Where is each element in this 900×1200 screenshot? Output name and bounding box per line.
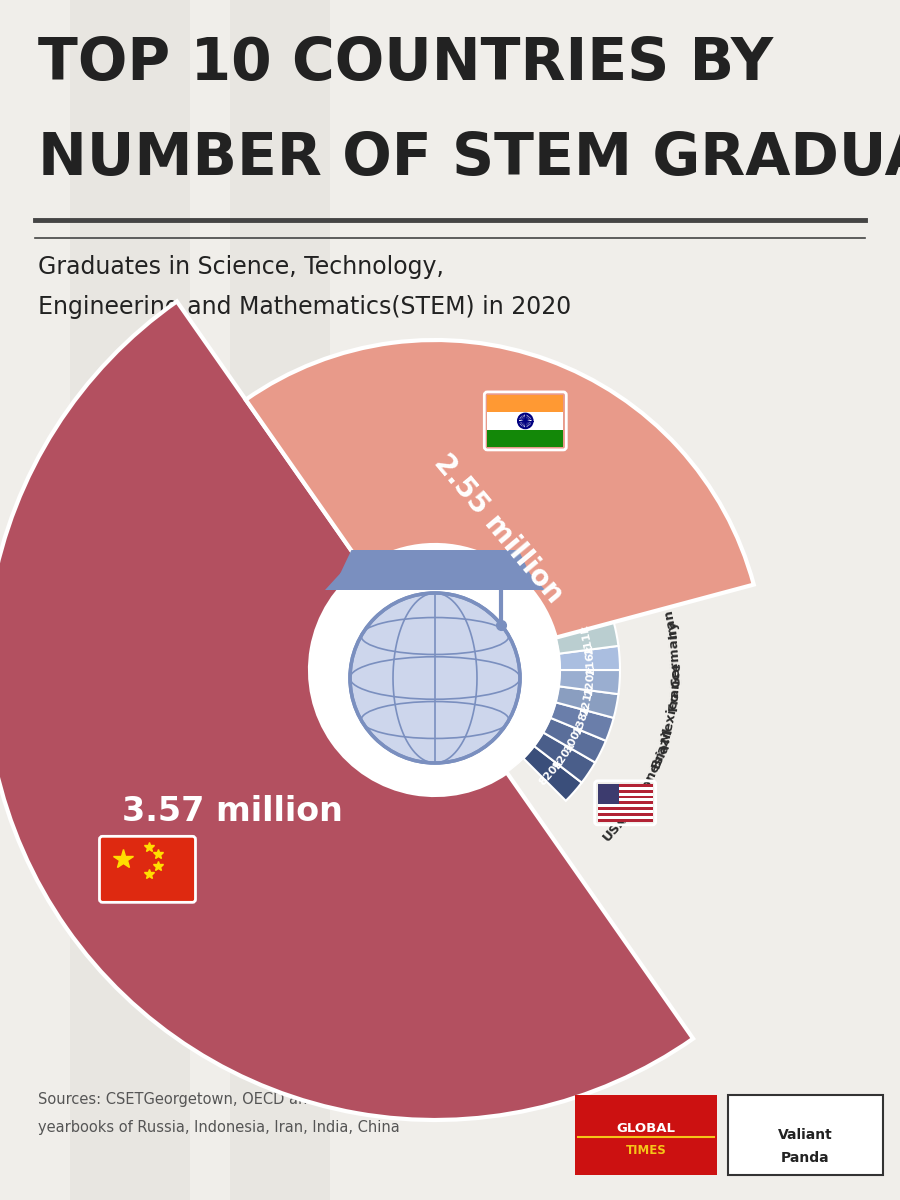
Text: 2.55 million: 2.55 million	[428, 449, 569, 608]
Bar	[598, 796, 652, 798]
Text: 520k: 520k	[552, 740, 577, 772]
Bar	[598, 787, 652, 790]
Text: France: France	[666, 660, 682, 712]
Bar	[575, 1094, 717, 1175]
Circle shape	[350, 593, 520, 763]
Text: Engineering and Mathematics(STEM) in 2020: Engineering and Mathematics(STEM) in 202…	[38, 295, 571, 319]
Wedge shape	[555, 622, 618, 654]
Text: 216k: 216k	[584, 644, 596, 676]
Wedge shape	[246, 340, 754, 637]
Polygon shape	[325, 572, 545, 590]
Wedge shape	[559, 670, 620, 694]
Text: Mexico: Mexico	[659, 690, 682, 744]
Wedge shape	[559, 646, 620, 670]
Text: 3.57 million: 3.57 million	[122, 796, 343, 828]
Circle shape	[310, 545, 560, 794]
Text: 820k: 820k	[537, 757, 565, 787]
Bar	[487, 430, 563, 446]
Text: yearbooks of Russia, Indonesia, Iran, India, China: yearbooks of Russia, Indonesia, Iran, In…	[38, 1120, 400, 1135]
Text: Brazil: Brazil	[649, 725, 675, 769]
Bar	[728, 1094, 883, 1175]
Polygon shape	[70, 0, 190, 1200]
Text: 211k: 211k	[579, 624, 595, 655]
Text: TIMES: TIMES	[626, 1144, 666, 1157]
Text: USA: USA	[600, 812, 630, 844]
Bar	[598, 784, 618, 804]
Text: 238k: 238k	[572, 703, 591, 736]
Wedge shape	[551, 702, 614, 740]
Bar	[598, 802, 652, 804]
Wedge shape	[544, 718, 606, 762]
Polygon shape	[230, 0, 330, 1200]
Bar	[598, 810, 652, 814]
Bar	[598, 798, 652, 802]
Text: Iran: Iran	[662, 607, 680, 640]
Text: 300k: 300k	[562, 722, 585, 755]
Text: NUMBER OF STEM GRADUATES: NUMBER OF STEM GRADUATES	[38, 130, 900, 187]
Bar	[598, 818, 652, 822]
Text: Sources: CSETGeorgetown, OECD and the statistical: Sources: CSETGeorgetown, OECD and the st…	[38, 1092, 421, 1106]
Bar	[598, 814, 652, 816]
Bar	[598, 808, 652, 810]
Text: TOP 10 COUNTRIES BY: TOP 10 COUNTRIES BY	[38, 35, 773, 92]
Polygon shape	[340, 550, 530, 574]
Wedge shape	[524, 746, 581, 800]
Text: 221k: 221k	[579, 684, 595, 716]
Wedge shape	[0, 301, 693, 1120]
FancyBboxPatch shape	[100, 836, 195, 902]
Bar	[487, 413, 563, 430]
Bar	[598, 816, 652, 818]
Wedge shape	[535, 732, 595, 782]
Bar	[598, 790, 652, 793]
Bar	[487, 395, 563, 413]
Text: Valiant: Valiant	[778, 1128, 833, 1142]
Text: 220k: 220k	[584, 665, 596, 696]
Text: Graduates in Science, Technology,: Graduates in Science, Technology,	[38, 256, 444, 280]
Text: Germany: Germany	[666, 620, 683, 689]
Wedge shape	[555, 686, 618, 718]
Bar	[598, 784, 652, 787]
Bar	[598, 793, 652, 796]
Bar	[598, 804, 652, 808]
Text: Indonesia: Indonesia	[628, 740, 672, 811]
Text: Russia: Russia	[616, 779, 653, 827]
Text: GLOBAL: GLOBAL	[616, 1122, 676, 1134]
Text: Panda: Panda	[780, 1151, 829, 1165]
